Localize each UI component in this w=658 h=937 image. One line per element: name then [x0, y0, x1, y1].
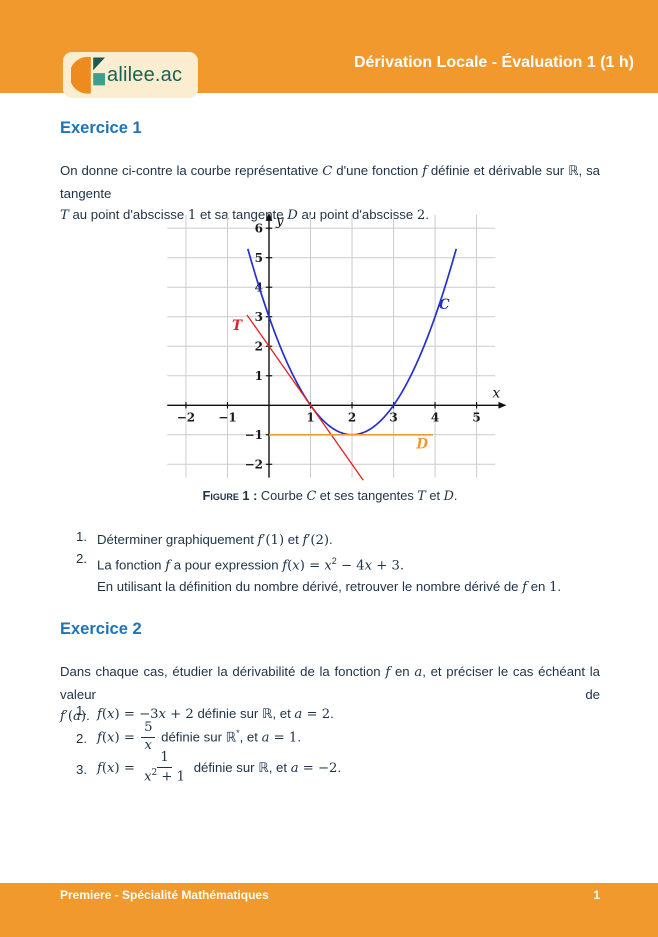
svg-text:−2: −2 [245, 457, 263, 471]
svg-text:2: 2 [255, 339, 263, 353]
svg-text:5: 5 [255, 251, 263, 265]
footer-page-number: 1 [593, 888, 600, 902]
svg-text:C: C [439, 297, 450, 313]
exercise1-item-2: 2. La fonction f a pour expression f(x) … [76, 551, 604, 598]
svg-text:y: y [275, 213, 284, 229]
svg-text:4: 4 [431, 410, 439, 424]
logo-g-icon [71, 56, 105, 94]
svg-text:x: x [492, 385, 500, 401]
exercise1-item-1: 1. Déterminer graphiquement f′(1) et f′(… [76, 529, 604, 551]
item-number: 2. [76, 730, 87, 746]
svg-text:1: 1 [306, 410, 314, 424]
figure-graph: −2 −1 1 2 3 4 5 −2 −1 1 2 3 4 5 6 y x C T D [163, 209, 512, 487]
item-number: 1. [76, 529, 87, 544]
logo-text: alilee.ac [107, 63, 183, 86]
footer-course-label: Premiere - Spécialité Mathématiques [60, 888, 269, 902]
item-text-line2: En utilisant la définition du nombre dér… [97, 579, 562, 596]
item-number: 3. [76, 761, 87, 777]
exercise2-intro-line1: Dans chaque cas, étudier la dérivabilité… [60, 664, 601, 702]
item-text-line1: La fonction f a pour expression f(x) = x… [97, 556, 405, 574]
footer-band [0, 883, 658, 937]
svg-text:−2: −2 [177, 410, 195, 424]
item-text: f(x) = 1 x2 + 1 définie sur ℝ, et a = −2. [97, 750, 342, 785]
exercise1-intro: On donne ci-contre la courbe représentat… [60, 160, 600, 227]
logo: alilee.ac [63, 52, 198, 98]
exercise1-heading: Exercice 1 [60, 119, 142, 137]
svg-text:3: 3 [255, 310, 263, 324]
svg-text:6: 6 [255, 221, 263, 235]
svg-text:5: 5 [472, 410, 480, 424]
item-number: 2. [76, 551, 87, 566]
exercise2-intro: Dans chaque cas, étudier la dérivabilité… [60, 661, 600, 728]
item-text: f(x) = −3x + 2 définie sur ℝ, et a = 2. [97, 706, 334, 722]
svg-text:D: D [415, 437, 428, 453]
svg-text:T: T [232, 318, 243, 334]
exercise2-item-3: 3. f(x) = 1 x2 + 1 définie sur ℝ, et a = … [76, 750, 604, 785]
exercise2-intro-line2: f′(a). [60, 708, 90, 724]
figure-caption: Figure 1 : Courbe C et ses tangentes T e… [202, 488, 458, 504]
exercise1-intro-line1: On donne ci-contre la courbe représentat… [60, 163, 601, 201]
document-title: Dérivation Locale - Évaluation 1 (1 h) [353, 54, 634, 71]
svg-text:3: 3 [389, 410, 397, 424]
svg-text:2: 2 [348, 410, 356, 424]
svg-text:−1: −1 [218, 410, 236, 424]
exercise2-item-1: 1. f(x) = −3x + 2 définie sur ℝ, et a = … [76, 703, 604, 725]
item-text: Déterminer graphiquement f′(1) et f′(2). [97, 532, 333, 548]
svg-text:1: 1 [255, 369, 263, 383]
exercise1-intro-line2: T au point d'abscisse 1 et sa tangente D… [60, 207, 429, 223]
item-number: 1. [76, 703, 87, 718]
svg-text:−1: −1 [245, 428, 263, 442]
exercise2-heading: Exercice 2 [60, 620, 142, 638]
